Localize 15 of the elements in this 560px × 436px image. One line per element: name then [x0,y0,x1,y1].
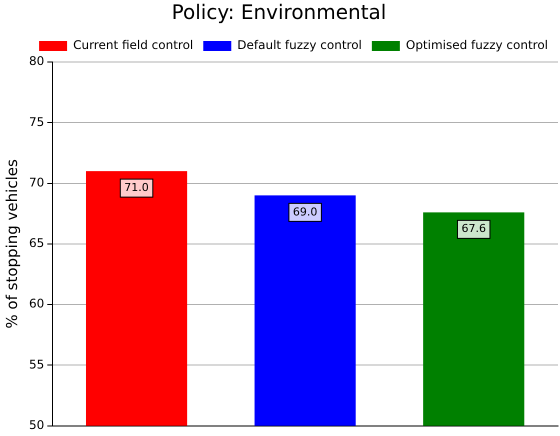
y-axis-title: % of stopping vehicles [2,159,21,329]
y-tick-label: 75 [28,114,44,129]
y-tick-label: 50 [28,418,44,432]
data-label: 69.0 [292,205,318,218]
chart-title: Policy: Environmental [172,0,386,24]
y-tick-label: 65 [28,236,44,250]
y-tick-label: 70 [28,175,44,190]
data-label: 67.6 [461,222,486,236]
y-tick-label: 60 [28,296,44,311]
data-label: 71.0 [124,181,149,194]
y-tick-label: 80 [28,54,44,68]
y-tick-label: 55 [28,357,44,372]
legend-label: Default fuzzy control [237,38,362,52]
legend-label: Current field control [73,38,194,52]
legend-label: Optimised fuzzy control [406,38,548,52]
